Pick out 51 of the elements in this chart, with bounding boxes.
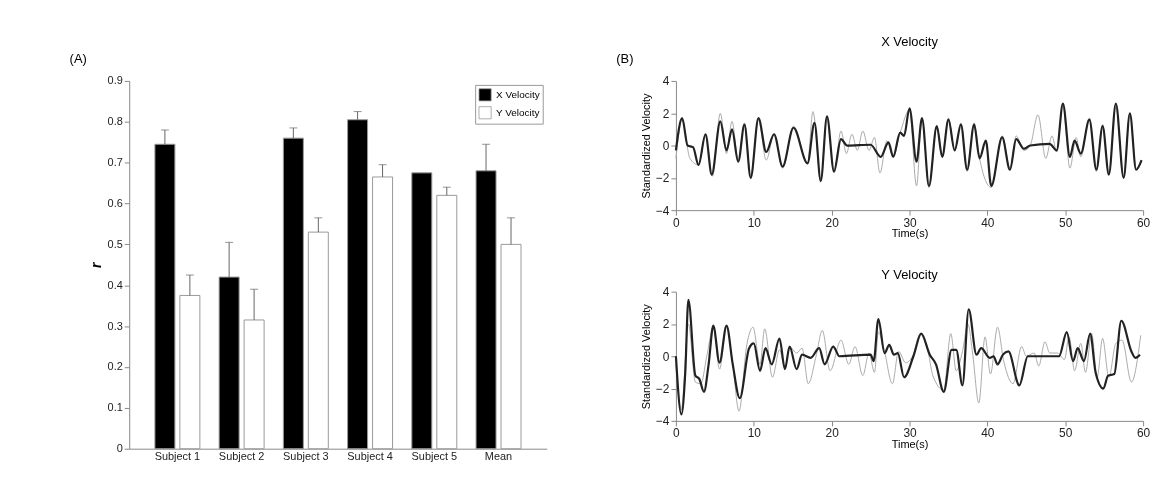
x-tick-label: 40 <box>981 215 995 230</box>
y-tick-label: −4 <box>655 414 670 429</box>
y-tick-label: 0.8 <box>107 115 123 128</box>
y-tick-label: 0.6 <box>107 197 123 209</box>
x-tick-label: 30 <box>903 426 918 441</box>
x-tick-label: 20 <box>825 426 840 441</box>
y-tick-label: 0.7 <box>107 156 123 169</box>
y-tick-label: 0 <box>662 139 670 154</box>
x-tick-label: 10 <box>747 215 762 230</box>
x-axis-title: Time(s) <box>891 227 929 240</box>
y-tick-label: −2 <box>655 171 670 186</box>
x-tick-label: Subject 2 <box>218 450 265 463</box>
x-tick-label: Subject 3 <box>283 450 329 463</box>
y-tick-label: 0.3 <box>107 319 123 332</box>
chart-title: X Velocity <box>881 34 939 50</box>
chart-title: Y Velocity <box>881 266 939 282</box>
x-tick-label: 0 <box>673 215 681 230</box>
x-tick-label: Subject 5 <box>411 450 458 463</box>
y-axis-title: Standardized Velocity <box>639 92 652 199</box>
x-tick-label: Subject 1 <box>154 450 201 463</box>
y-tick-label: 0.9 <box>107 74 123 87</box>
legend-label: Y Velocity <box>496 106 540 118</box>
y-tick-label: 0.5 <box>107 237 123 250</box>
text: (A) <box>69 51 87 67</box>
x-tick-label: 30 <box>903 215 918 230</box>
y-tick-label: 0 <box>116 442 123 455</box>
x-tick-label: 10 <box>747 426 762 441</box>
y-tick-label: 4 <box>662 285 670 300</box>
x-tick-label: 40 <box>981 426 995 441</box>
text: (B) <box>616 51 634 67</box>
y-tick-label: 0.1 <box>107 401 123 414</box>
y-tick-label: −2 <box>655 382 670 397</box>
y-tick-label: 0 <box>662 349 670 364</box>
x-axis-title: Time(s) <box>891 438 929 451</box>
y-tick-label: −4 <box>655 203 670 218</box>
x-tick-label: 20 <box>825 215 840 230</box>
x-tick-label: 50 <box>1059 426 1073 441</box>
y-tick-label: 4 <box>662 74 670 89</box>
y-tick-label: 0.2 <box>107 360 123 373</box>
y-axis-title: r <box>87 261 104 269</box>
x-tick-label: Subject 4 <box>347 450 393 463</box>
y-tick-label: 0.4 <box>107 278 123 291</box>
x-tick-label: 0 <box>673 426 681 441</box>
y-tick-label: 2 <box>662 317 670 332</box>
x-tick-label: 60 <box>1136 426 1151 441</box>
x-tick-label: 50 <box>1059 215 1073 230</box>
x-tick-label: Mean <box>484 450 513 463</box>
y-tick-label: 2 <box>662 106 670 121</box>
y-axis-title: Standardized Velocity <box>639 303 652 410</box>
legend-label: X Velocity <box>496 88 540 100</box>
x-tick-label: 60 <box>1136 215 1151 230</box>
